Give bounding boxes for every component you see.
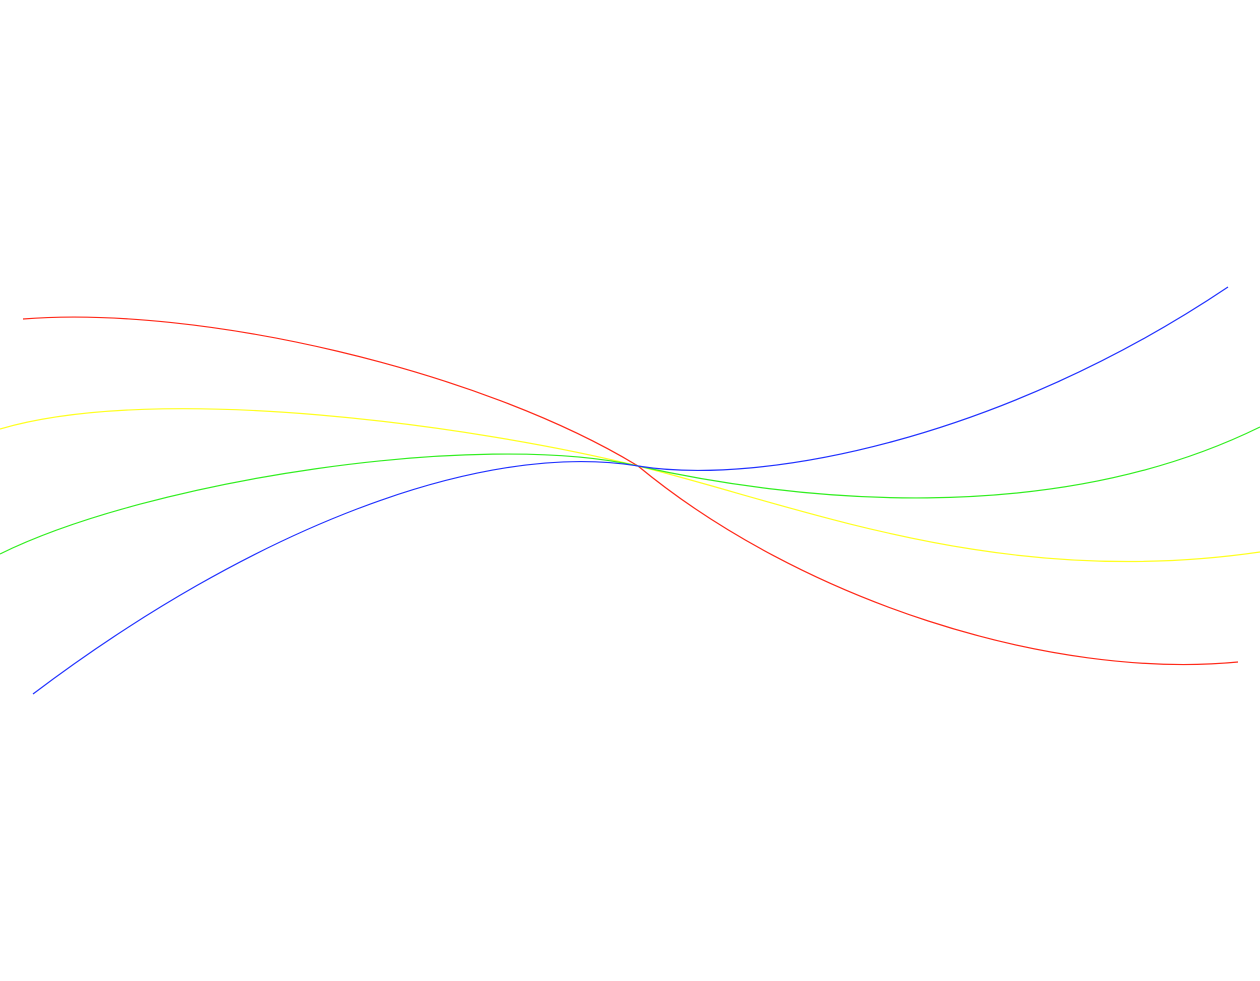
blue-curve [32, 286, 1229, 695]
green-curve [0, 426, 1260, 555]
red-curve [22, 316, 1239, 666]
yellow-curve [0, 408, 1260, 563]
